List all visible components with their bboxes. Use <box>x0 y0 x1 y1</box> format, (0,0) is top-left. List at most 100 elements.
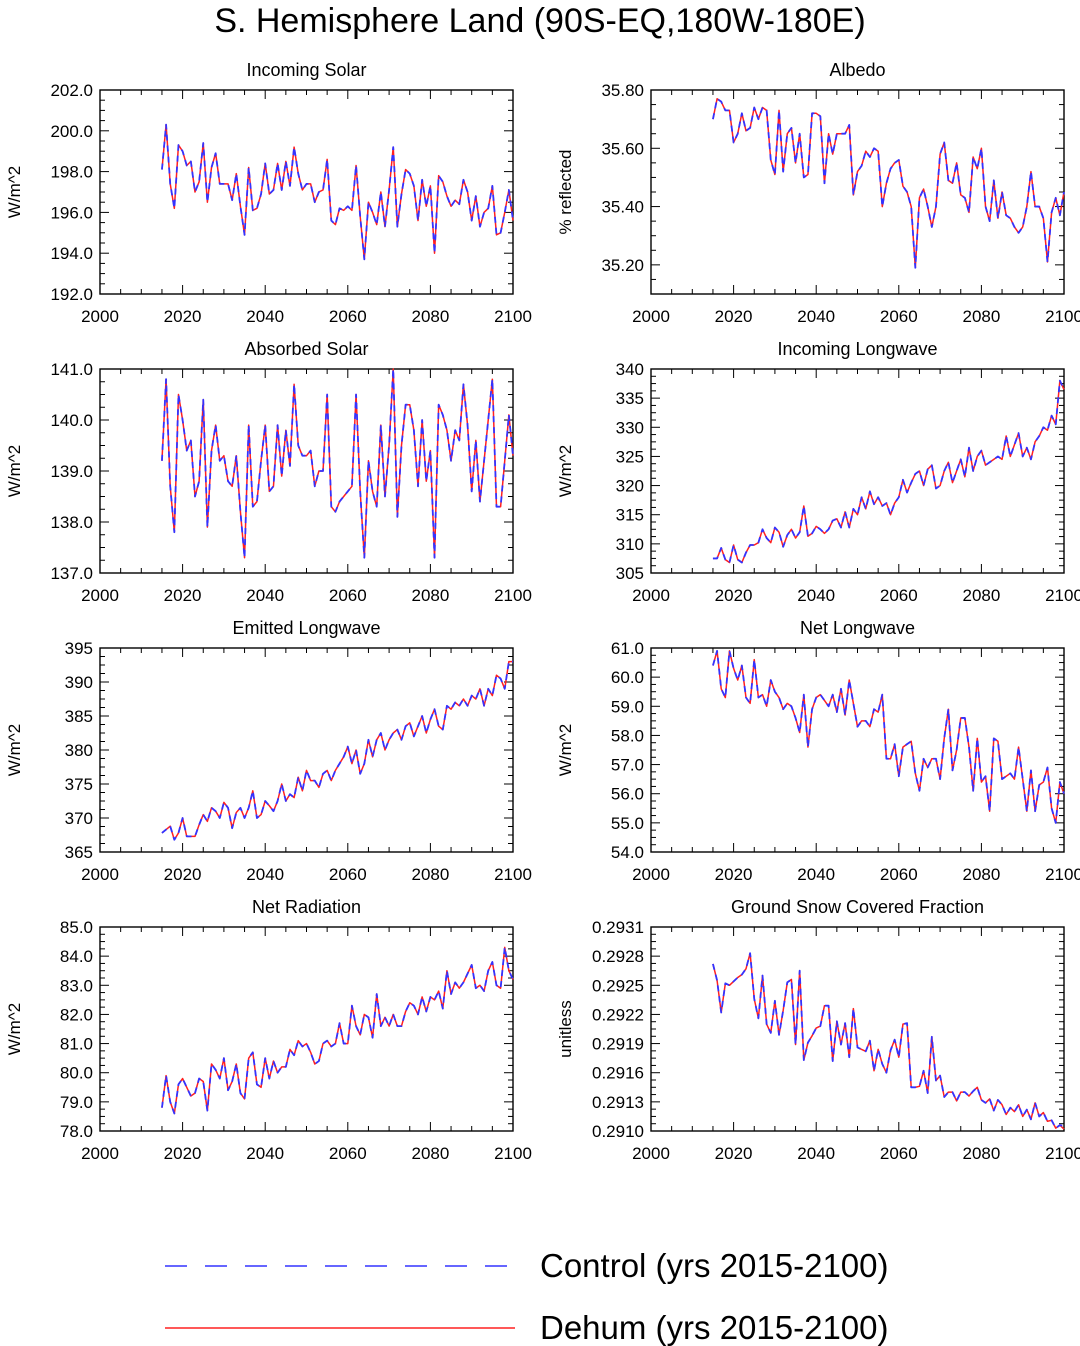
x-tick-label: 2020 <box>715 307 753 326</box>
series-dehum-line <box>161 946 514 1115</box>
x-tick-label: 2020 <box>164 865 202 884</box>
panel-6: Net Radiation W/m^2 2000 2020 2040 2060 2080 21… <box>5 897 532 1163</box>
y-tick-label: 390 <box>65 673 93 692</box>
x-tick-label: 2100 <box>1045 586 1080 605</box>
y-axis-label: W/m^2 <box>5 1003 24 1055</box>
y-axis-label: W/m^2 <box>556 724 575 776</box>
y-tick-label: 0.2922 <box>592 1005 644 1024</box>
y-tick-label: 200.0 <box>50 122 93 141</box>
x-tick-label: 2020 <box>164 586 202 605</box>
series-dehum-line <box>712 97 1065 269</box>
y-axis-label: unitless <box>556 1000 575 1058</box>
x-tick-label: 2060 <box>329 307 367 326</box>
series-control-line <box>161 368 514 559</box>
y-tick-label: 335 <box>616 389 644 408</box>
series-dehum-line <box>712 650 1065 824</box>
y-tick-label: 194.0 <box>50 244 93 263</box>
x-tick-label: 2040 <box>797 586 835 605</box>
y-tick-label: 0.2913 <box>592 1093 644 1112</box>
x-tick-label: 2020 <box>715 586 753 605</box>
legend-dehum-label: Dehum (yrs 2015-2100) <box>540 1309 889 1346</box>
x-tick-label: 2040 <box>246 586 284 605</box>
y-tick-label: 196.0 <box>50 203 93 222</box>
x-tick-label: 2040 <box>246 307 284 326</box>
x-tick-label: 2060 <box>329 865 367 884</box>
y-tick-label: 85.0 <box>60 918 93 937</box>
panel-2: Absorbed Solar W/m^2 2000 2020 2040 2060 2080 2… <box>5 339 532 605</box>
y-tick-label: 385 <box>65 707 93 726</box>
panel-0: Incoming Solar W/m^2 2000 2020 2040 2060 2080 2… <box>5 60 532 326</box>
x-tick-label: 2000 <box>81 586 119 605</box>
series-control-line <box>712 97 1065 269</box>
x-tick-label: 2000 <box>632 865 670 884</box>
series-control-line <box>161 123 514 261</box>
y-tick-label: 192.0 <box>50 285 93 304</box>
y-tick-label: 141.0 <box>50 360 93 379</box>
panel-5: Net Longwave W/m^2 2000 2020 2040 2060 2080 210… <box>556 618 1080 884</box>
y-tick-label: 315 <box>616 506 644 525</box>
y-tick-label: 55.0 <box>611 814 644 833</box>
x-tick-label: 2060 <box>329 586 367 605</box>
x-tick-label: 2080 <box>962 586 1000 605</box>
y-axis-label: W/m^2 <box>5 724 24 776</box>
y-tick-label: 340 <box>616 360 644 379</box>
x-tick-label: 2040 <box>246 1144 284 1163</box>
y-tick-label: 0.2919 <box>592 1035 644 1054</box>
y-axis-label: W/m^2 <box>556 445 575 497</box>
x-tick-label: 2020 <box>715 1144 753 1163</box>
plot-frame <box>99 368 514 574</box>
legend: Control (yrs 2015-2100) Dehum (yrs 2015-… <box>165 1247 889 1346</box>
x-tick-label: 2020 <box>715 865 753 884</box>
x-tick-label: 2040 <box>246 865 284 884</box>
panel-title: Emitted Longwave <box>232 618 380 638</box>
panel-title: Net Longwave <box>800 618 915 638</box>
y-tick-label: 61.0 <box>611 639 644 658</box>
y-tick-label: 365 <box>65 843 93 862</box>
series-control-line <box>161 660 513 841</box>
y-tick-label: 137.0 <box>50 564 93 583</box>
x-tick-label: 2040 <box>797 1144 835 1163</box>
x-tick-label: 2100 <box>494 586 532 605</box>
panel-title: Absorbed Solar <box>244 339 368 359</box>
x-tick-label: 2040 <box>797 307 835 326</box>
series-dehum-line <box>712 379 1065 564</box>
series-dehum-line <box>161 660 513 841</box>
y-tick-label: 375 <box>65 775 93 794</box>
y-tick-label: 325 <box>616 447 644 466</box>
y-tick-label: 310 <box>616 535 644 554</box>
y-tick-label: 0.2928 <box>592 947 644 966</box>
y-tick-label: 82.0 <box>60 1005 93 1024</box>
y-tick-label: 140.0 <box>50 411 93 430</box>
series-control-line <box>161 946 514 1115</box>
x-tick-label: 2060 <box>880 586 918 605</box>
y-tick-label: 0.2925 <box>592 976 644 995</box>
y-tick-label: 79.0 <box>60 1093 93 1112</box>
panel-title: Incoming Longwave <box>777 339 937 359</box>
x-tick-label: 2080 <box>962 307 1000 326</box>
x-tick-label: 2040 <box>797 865 835 884</box>
plot-frame <box>650 368 1065 574</box>
y-tick-label: 58.0 <box>611 726 644 745</box>
x-tick-label: 2000 <box>632 586 670 605</box>
y-tick-label: 35.20 <box>601 256 644 275</box>
y-tick-label: 80.0 <box>60 1064 93 1083</box>
x-tick-label: 2060 <box>880 865 918 884</box>
x-tick-label: 2100 <box>1045 865 1080 884</box>
panel-4: Emitted Longwave W/m^2 2000 2020 2040 2060 208… <box>5 618 532 884</box>
x-tick-label: 2100 <box>494 865 532 884</box>
panel-1: Albedo % reflected 2000 2020 2040 2060 2080 210… <box>556 60 1080 326</box>
x-tick-label: 2080 <box>962 1144 1000 1163</box>
panel-3: Incoming Longwave W/m^2 2000 2020 2040 2060 20… <box>556 339 1080 605</box>
y-axis-label: W/m^2 <box>5 166 24 218</box>
figure-title: S. Hemisphere Land (90S-EQ,180W-180E) <box>214 2 865 40</box>
panel-title: Albedo <box>829 60 885 80</box>
x-tick-label: 2060 <box>880 307 918 326</box>
y-tick-label: 305 <box>616 564 644 583</box>
y-tick-label: 0.2916 <box>592 1064 644 1083</box>
panel-title: Net Radiation <box>252 897 361 917</box>
x-tick-label: 2000 <box>81 307 119 326</box>
plot-frame <box>99 647 514 853</box>
y-tick-label: 320 <box>616 477 644 496</box>
x-tick-label: 2000 <box>632 307 670 326</box>
x-tick-label: 2100 <box>494 1144 532 1163</box>
